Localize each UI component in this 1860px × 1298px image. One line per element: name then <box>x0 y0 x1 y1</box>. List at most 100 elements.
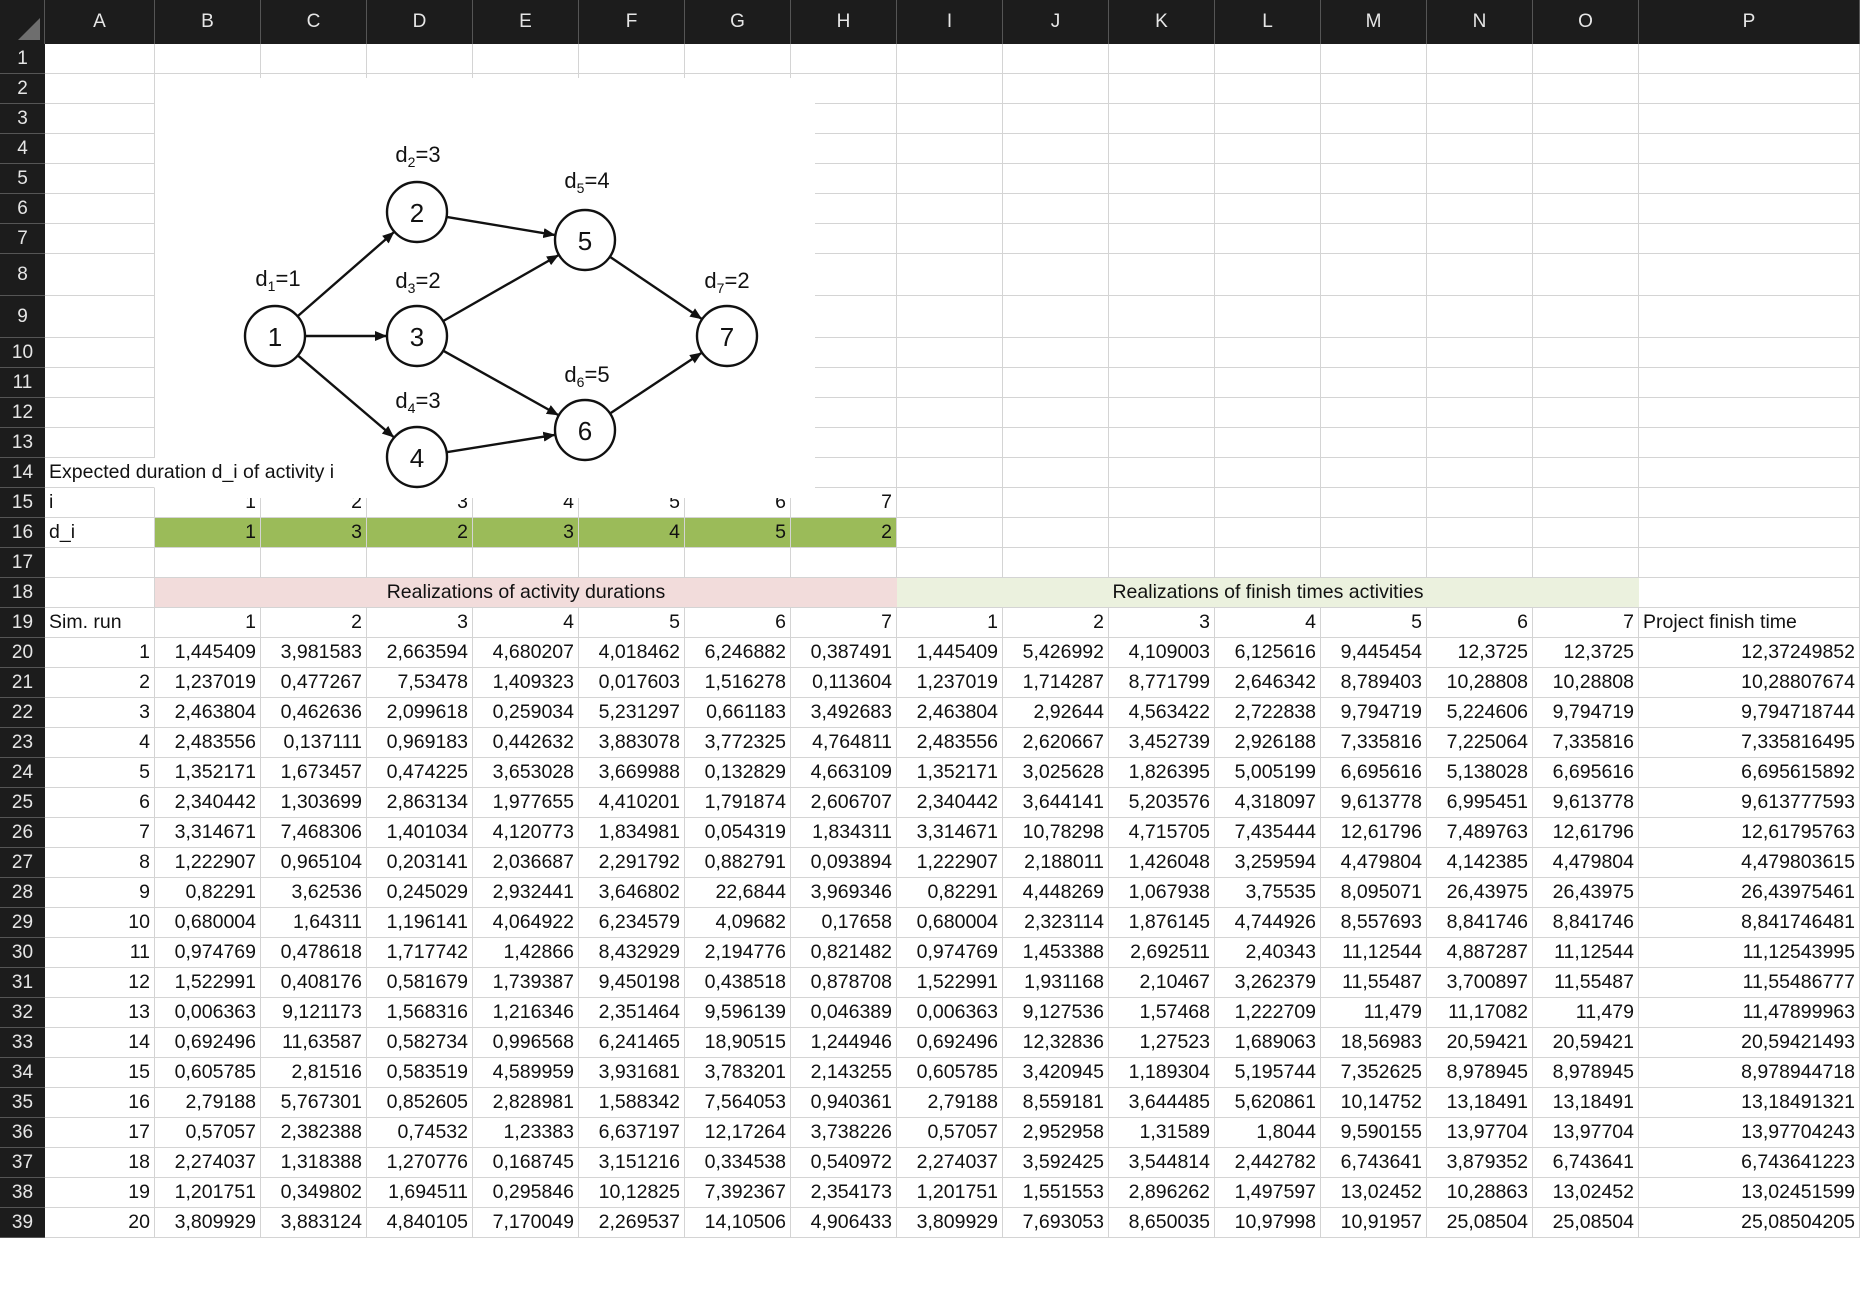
cell-L36[interactable]: 1,8044 <box>1215 1118 1321 1148</box>
cell-A26[interactable]: 7 <box>45 818 155 848</box>
cell-D28[interactable]: 0,245029 <box>367 878 473 908</box>
cell-G22[interactable]: 0,661183 <box>685 698 791 728</box>
cell-C34[interactable]: 2,81516 <box>261 1058 367 1088</box>
cell-G1[interactable] <box>685 44 791 74</box>
cell-B37[interactable]: 2,274037 <box>155 1148 261 1178</box>
cell-B30[interactable]: 0,974769 <box>155 938 261 968</box>
cell-L29[interactable]: 4,744926 <box>1215 908 1321 938</box>
cell-L22[interactable]: 2,722838 <box>1215 698 1321 728</box>
cell-M34[interactable]: 7,352625 <box>1321 1058 1427 1088</box>
cell-F16[interactable]: 4 <box>579 518 685 548</box>
cell-L21[interactable]: 2,646342 <box>1215 668 1321 698</box>
cell-I5[interactable] <box>897 164 1003 194</box>
cell-B21[interactable]: 1,237019 <box>155 668 261 698</box>
cell-A8[interactable] <box>45 254 155 296</box>
cell-L37[interactable]: 2,442782 <box>1215 1148 1321 1178</box>
cell-A22[interactable]: 3 <box>45 698 155 728</box>
cell-H19[interactable]: 7 <box>791 608 897 638</box>
cell-F1[interactable] <box>579 44 685 74</box>
cell-O38[interactable]: 13,02452 <box>1533 1178 1639 1208</box>
cell-D24[interactable]: 0,474225 <box>367 758 473 788</box>
cell-F31[interactable]: 9,450198 <box>579 968 685 998</box>
cell-B16[interactable]: 1 <box>155 518 261 548</box>
cell-O2[interactable] <box>1533 74 1639 104</box>
cell-B25[interactable]: 2,340442 <box>155 788 261 818</box>
cell-O1[interactable] <box>1533 44 1639 74</box>
cell-P26[interactable]: 12,61795763 <box>1639 818 1860 848</box>
cell-A28[interactable]: 9 <box>45 878 155 908</box>
cell-B38[interactable]: 1,201751 <box>155 1178 261 1208</box>
cell-K10[interactable] <box>1109 338 1215 368</box>
cell-I24[interactable]: 1,352171 <box>897 758 1003 788</box>
cell-N25[interactable]: 6,995451 <box>1427 788 1533 818</box>
cell-G39[interactable]: 14,10506 <box>685 1208 791 1238</box>
cell-D19[interactable]: 3 <box>367 608 473 638</box>
cell-N6[interactable] <box>1427 194 1533 224</box>
cell-F38[interactable]: 10,12825 <box>579 1178 685 1208</box>
cell-B17[interactable] <box>155 548 261 578</box>
cell-J15[interactable] <box>1003 488 1109 518</box>
cell-A20[interactable]: 1 <box>45 638 155 668</box>
cell-F22[interactable]: 5,231297 <box>579 698 685 728</box>
cell-K24[interactable]: 1,826395 <box>1109 758 1215 788</box>
cell-E21[interactable]: 1,409323 <box>473 668 579 698</box>
cell-J30[interactable]: 1,453388 <box>1003 938 1109 968</box>
cell-N26[interactable]: 7,489763 <box>1427 818 1533 848</box>
row-header-30[interactable]: 30 <box>0 938 45 968</box>
cell-K16[interactable] <box>1109 518 1215 548</box>
cell-P33[interactable]: 20,59421493 <box>1639 1028 1860 1058</box>
cell-O12[interactable] <box>1533 398 1639 428</box>
cell-F17[interactable] <box>579 548 685 578</box>
cell-E16[interactable]: 3 <box>473 518 579 548</box>
row-header-16[interactable]: 16 <box>0 518 45 548</box>
cell-O36[interactable]: 13,97704 <box>1533 1118 1639 1148</box>
cell-L1[interactable] <box>1215 44 1321 74</box>
cell-G19[interactable]: 6 <box>685 608 791 638</box>
row-header-36[interactable]: 36 <box>0 1118 45 1148</box>
row-header-35[interactable]: 35 <box>0 1088 45 1118</box>
cell-I35[interactable]: 2,79188 <box>897 1088 1003 1118</box>
cell-I19[interactable]: 1 <box>897 608 1003 638</box>
cell-G25[interactable]: 1,791874 <box>685 788 791 818</box>
cell-N19[interactable]: 6 <box>1427 608 1533 638</box>
cell-M11[interactable] <box>1321 368 1427 398</box>
cell-E26[interactable]: 4,120773 <box>473 818 579 848</box>
cell-C20[interactable]: 3,981583 <box>261 638 367 668</box>
cell-M29[interactable]: 8,557693 <box>1321 908 1427 938</box>
row-header-10[interactable]: 10 <box>0 338 45 368</box>
cell-P3[interactable] <box>1639 104 1860 134</box>
cell-I31[interactable]: 1,522991 <box>897 968 1003 998</box>
row-header-37[interactable]: 37 <box>0 1148 45 1178</box>
cell-M16[interactable] <box>1321 518 1427 548</box>
cell-K15[interactable] <box>1109 488 1215 518</box>
row-header-6[interactable]: 6 <box>0 194 45 224</box>
cell-M28[interactable]: 8,095071 <box>1321 878 1427 908</box>
cell-I33[interactable]: 0,692496 <box>897 1028 1003 1058</box>
row-header-4[interactable]: 4 <box>0 134 45 164</box>
cell-M25[interactable]: 9,613778 <box>1321 788 1427 818</box>
cell-D22[interactable]: 2,099618 <box>367 698 473 728</box>
cell-N21[interactable]: 10,28808 <box>1427 668 1533 698</box>
cell-M36[interactable]: 9,590155 <box>1321 1118 1427 1148</box>
cell-M10[interactable] <box>1321 338 1427 368</box>
cell-H21[interactable]: 0,113604 <box>791 668 897 698</box>
cell-L28[interactable]: 3,75535 <box>1215 878 1321 908</box>
cell-L19[interactable]: 4 <box>1215 608 1321 638</box>
cell-D35[interactable]: 0,852605 <box>367 1088 473 1118</box>
cell-A2[interactable] <box>45 74 155 104</box>
i-label[interactable]: i <box>45 488 155 518</box>
cell-J14[interactable] <box>1003 458 1109 488</box>
row-header-23[interactable]: 23 <box>0 728 45 758</box>
cell-F30[interactable]: 8,432929 <box>579 938 685 968</box>
cell-F32[interactable]: 2,351464 <box>579 998 685 1028</box>
cell-D25[interactable]: 2,863134 <box>367 788 473 818</box>
column-header-c[interactable]: C <box>261 0 367 44</box>
cell-I7[interactable] <box>897 224 1003 254</box>
cell-C17[interactable] <box>261 548 367 578</box>
cell-I4[interactable] <box>897 134 1003 164</box>
cell-L31[interactable]: 3,262379 <box>1215 968 1321 998</box>
row-header-25[interactable]: 25 <box>0 788 45 818</box>
cell-G34[interactable]: 3,783201 <box>685 1058 791 1088</box>
cell-E39[interactable]: 7,170049 <box>473 1208 579 1238</box>
cell-E27[interactable]: 2,036687 <box>473 848 579 878</box>
